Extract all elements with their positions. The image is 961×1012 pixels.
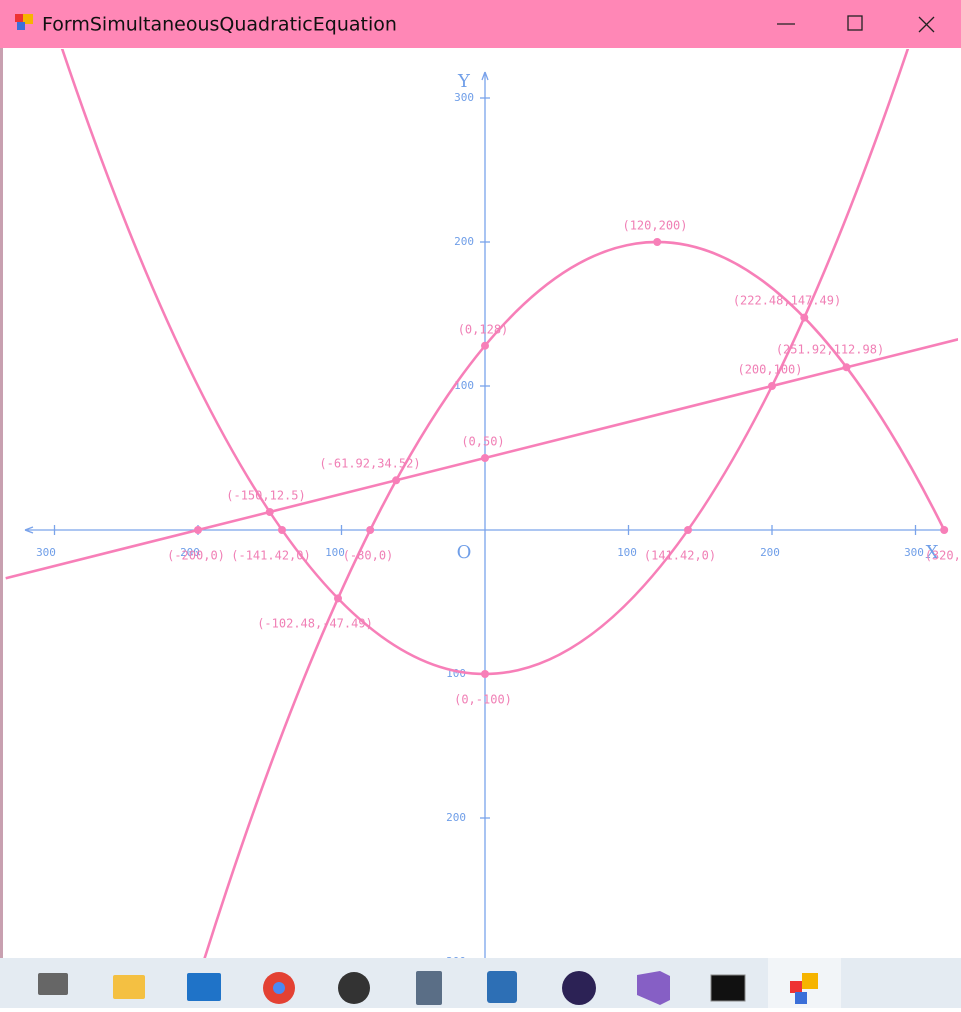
point-label: (-61.92,34.52) <box>319 457 420 471</box>
point <box>392 476 401 485</box>
x-arrow <box>24 526 34 534</box>
icon-media[interactable] <box>338 972 370 1004</box>
maximize-button[interactable] <box>847 15 863 31</box>
y-arrow <box>481 71 489 81</box>
x-tick-label: 100 <box>617 546 637 559</box>
point <box>278 526 286 534</box>
client-area <box>0 48 961 958</box>
point <box>768 382 776 390</box>
point-label: (120,200) <box>622 219 687 233</box>
x-tick-label: 200 <box>760 546 780 559</box>
close-button[interactable] <box>918 16 935 33</box>
point-label: (-102.48,-47.49) <box>257 617 373 631</box>
icon-visual-studio[interactable] <box>637 971 670 1005</box>
taskbar-icons <box>38 971 818 1005</box>
icon-virtualbox[interactable] <box>487 971 517 1003</box>
point-label: (222.48,147.49) <box>733 294 841 308</box>
point-label: (320,0) <box>925 549 961 563</box>
point-label: (200,100) <box>737 363 802 377</box>
point <box>366 526 375 534</box>
y-tick-label: 300 <box>454 91 474 104</box>
point <box>194 526 202 534</box>
point <box>481 670 489 678</box>
point-label: (-141.42,0) <box>231 549 310 563</box>
downward-parabola <box>203 240 946 958</box>
x-tick-label: 100 <box>325 546 345 559</box>
point-label: (0,-100) <box>454 693 512 707</box>
y-axis-label: Y <box>457 71 471 92</box>
point-label: (251.92,112.98) <box>776 343 884 357</box>
point <box>940 526 949 534</box>
x-tick-label: 300 <box>36 546 56 559</box>
icon-settings[interactable] <box>38 973 68 995</box>
y-tick-label: 300 <box>446 955 466 968</box>
icon-explorer[interactable] <box>113 975 145 999</box>
point <box>481 454 489 462</box>
y-tick-label: 200 <box>454 235 474 248</box>
point-label: (-200,0) <box>167 549 225 563</box>
icon-eclipse[interactable] <box>562 971 596 1005</box>
window-title: FormSimultaneousQuadraticEquation <box>42 14 397 36</box>
point <box>684 526 692 534</box>
point-label: (-150,12.5) <box>226 489 305 503</box>
point <box>334 594 342 603</box>
point-label: (-80,0) <box>343 549 394 563</box>
point <box>800 313 809 322</box>
icon-calculator[interactable] <box>416 971 442 1005</box>
x-tick-label: 200 <box>180 546 200 559</box>
point <box>481 341 489 350</box>
point <box>653 238 662 246</box>
point <box>265 508 274 516</box>
y-tick-label: 200 <box>446 811 466 824</box>
point-label: (141.42,0) <box>644 549 716 563</box>
y-tick-label: 100 <box>454 379 474 392</box>
icon-terminal[interactable] <box>710 974 746 1002</box>
icon-mail[interactable] <box>187 973 221 1001</box>
app-icon <box>15 14 33 30</box>
graph: 300 200 100 100 200 300 300 200 100 100 … <box>5 49 961 968</box>
point-label: (0,50) <box>461 435 504 449</box>
point <box>842 363 851 372</box>
point-label: (0,128) <box>458 323 509 337</box>
points <box>194 238 949 678</box>
icon-chrome-center <box>273 982 285 994</box>
title-bar <box>0 0 961 48</box>
x-tick-label: 300 <box>904 546 924 559</box>
origin-label: O <box>457 542 472 563</box>
x-axis-label: X <box>926 542 939 563</box>
icon-app[interactable] <box>790 973 818 1004</box>
